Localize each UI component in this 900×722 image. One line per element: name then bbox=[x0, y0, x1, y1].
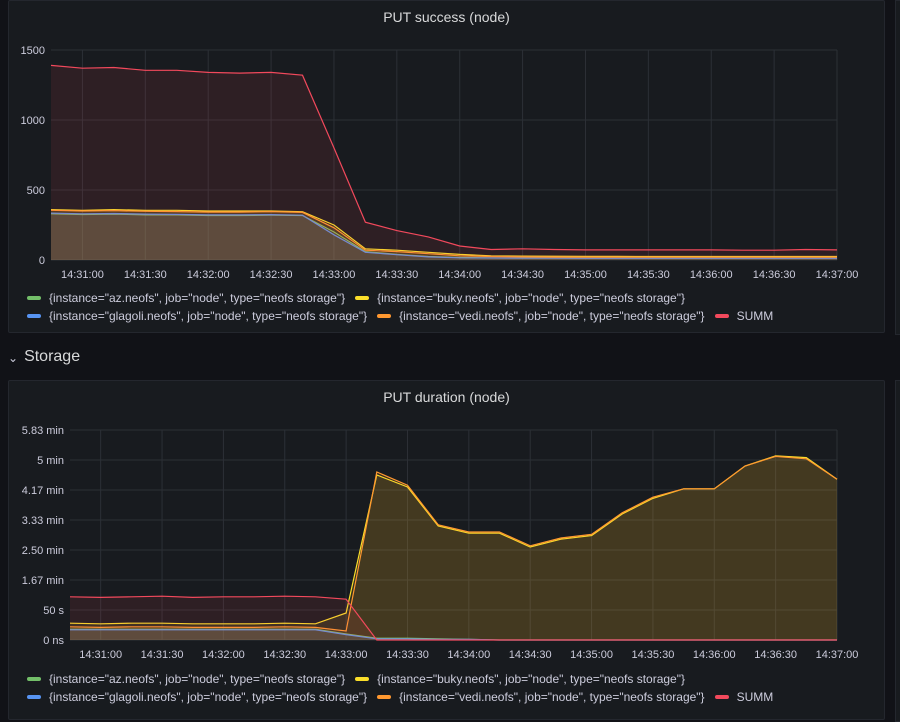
legend-label: {instance="vedi.neofs", job="node", type… bbox=[399, 690, 705, 704]
legend-item-vedi[interactable]: {instance="vedi.neofs", job="node", type… bbox=[377, 690, 705, 704]
y-tick-label: 3.33 min bbox=[22, 515, 64, 527]
legend-swatch bbox=[27, 695, 41, 699]
y-tick-label: 50 s bbox=[43, 605, 64, 617]
legend-label: {instance="buky.neofs", job="node", type… bbox=[377, 291, 685, 305]
row-title: Storage bbox=[24, 348, 81, 365]
series-area-1 bbox=[70, 455, 837, 640]
legend: {instance="az.neofs", job="node", type="… bbox=[27, 670, 783, 706]
x-tick-label: 14:35:00 bbox=[570, 649, 613, 661]
y-tick-label: 0 ns bbox=[43, 635, 64, 647]
x-tick-label: 14:31:00 bbox=[61, 269, 104, 281]
x-tick-label: 14:34:30 bbox=[501, 269, 544, 281]
legend-swatch bbox=[27, 677, 41, 681]
series-area-0 bbox=[70, 629, 837, 640]
legend-item-glagoli[interactable]: {instance="glagoli.neofs", job="node", t… bbox=[27, 309, 367, 323]
series-area-3 bbox=[51, 210, 837, 260]
legend-swatch bbox=[377, 695, 392, 699]
legend-item-buky[interactable]: {instance="buky.neofs", job="node", type… bbox=[355, 672, 685, 686]
x-tick-label: 14:37:00 bbox=[816, 649, 859, 661]
series-line-3 bbox=[50, 209, 837, 258]
series-area-2 bbox=[51, 213, 837, 260]
panel-edge bbox=[895, 0, 900, 335]
x-tick-label: 14:33:30 bbox=[386, 649, 429, 661]
x-tick-label: 14:34:00 bbox=[438, 269, 481, 281]
x-tick-label: 14:35:00 bbox=[564, 269, 607, 281]
x-tick-label: 14:36:30 bbox=[753, 269, 796, 281]
x-tick-label: 14:31:30 bbox=[124, 269, 167, 281]
series-line-4 bbox=[69, 595, 837, 641]
legend-item-summ[interactable]: SUMM bbox=[714, 309, 774, 323]
legend-item-vedi[interactable]: {instance="vedi.neofs", job="node", type… bbox=[377, 309, 705, 323]
series-area-0 bbox=[51, 213, 837, 260]
series-area-3 bbox=[70, 456, 837, 640]
put-duration-chart[interactable]: 0 ns 50 s 1.67 min 2.50 min 3.33 min 4.17 min… bbox=[9, 416, 886, 701]
panel-title[interactable]: PUT duration (node) bbox=[383, 389, 510, 405]
legend-swatch bbox=[714, 314, 729, 318]
x-tick-label: 14:33:00 bbox=[313, 269, 356, 281]
legend-swatch bbox=[27, 314, 41, 318]
x-tick-label: 14:32:00 bbox=[187, 269, 230, 281]
legend-swatch bbox=[355, 296, 370, 300]
y-tick-label: 1500 bbox=[21, 45, 45, 57]
series-line-3 bbox=[69, 455, 838, 632]
series-line-1 bbox=[50, 208, 837, 258]
legend-label: SUMM bbox=[736, 690, 774, 704]
legend-label: {instance="glagoli.neofs", job="node", t… bbox=[49, 690, 368, 704]
y-tick-label: 1000 bbox=[21, 115, 45, 127]
x-tick-label: 14:33:00 bbox=[325, 649, 368, 661]
legend-label: SUMM bbox=[736, 309, 774, 323]
x-tick-label: 14:32:00 bbox=[202, 649, 245, 661]
legend-item-summ[interactable]: SUMM bbox=[714, 690, 774, 704]
legend-label: {instance="az.neofs", job="node", type="… bbox=[49, 672, 346, 686]
series-area-4 bbox=[70, 596, 837, 640]
legend-swatch bbox=[377, 314, 392, 318]
legend-item-glagoli[interactable]: {instance="glagoli.neofs", job="node", t… bbox=[27, 690, 367, 704]
put-duration-panel: PUT duration (node) 0 ns 50 s 1.67 min 2.50… bbox=[8, 380, 885, 720]
x-tick-label: 14:34:30 bbox=[509, 649, 552, 661]
put-success-panel: PUT success (node) 0 500 1000 1500 14:31:00 1… bbox=[8, 0, 885, 333]
legend: {instance="az.neofs", job="node", type="… bbox=[27, 289, 783, 325]
legend-swatch bbox=[27, 296, 41, 300]
y-tick-label: 2.50 min bbox=[22, 545, 64, 557]
y-tick-label: 5 min bbox=[37, 455, 64, 467]
x-tick-label: 14:31:30 bbox=[141, 649, 184, 661]
panel-edge bbox=[895, 380, 900, 722]
legend-item-az[interactable]: {instance="az.neofs", job="node", type="… bbox=[27, 291, 345, 305]
legend-swatch bbox=[714, 695, 729, 699]
x-tick-label: 14:33:30 bbox=[375, 269, 418, 281]
y-tick-label: 5.83 min bbox=[22, 425, 64, 437]
legend-label: {instance="vedi.neofs", job="node", type… bbox=[399, 309, 705, 323]
legend-label: {instance="glagoli.neofs", job="node", t… bbox=[49, 309, 368, 323]
y-tick-label: 0 bbox=[39, 255, 45, 267]
x-tick-label: 14:37:00 bbox=[816, 269, 859, 281]
legend-label: {instance="buky.neofs", job="node", type… bbox=[377, 672, 685, 686]
x-tick-label: 14:34:00 bbox=[447, 649, 490, 661]
legend-item-buky[interactable]: {instance="buky.neofs", job="node", type… bbox=[355, 291, 685, 305]
put-success-chart[interactable]: 0 500 1000 1500 14:31:00 14:31:30 14:32:00 14:3… bbox=[9, 36, 886, 316]
panel-title[interactable]: PUT success (node) bbox=[383, 9, 510, 25]
legend-label: {instance="az.neofs", job="node", type="… bbox=[49, 291, 346, 305]
series-area-4 bbox=[51, 65, 837, 261]
x-tick-label: 14:36:30 bbox=[754, 649, 797, 661]
x-tick-label: 14:32:30 bbox=[250, 269, 293, 281]
legend-swatch bbox=[355, 677, 370, 681]
y-tick-label: 4.17 min bbox=[22, 485, 64, 497]
y-tick-label: 500 bbox=[27, 185, 45, 197]
x-tick-label: 14:35:30 bbox=[627, 269, 670, 281]
x-tick-label: 14:35:30 bbox=[632, 649, 675, 661]
series-line-4 bbox=[50, 64, 838, 251]
chevron-down-icon: ⌄ bbox=[8, 350, 19, 365]
x-tick-label: 14:31:00 bbox=[79, 649, 122, 661]
series-line-2 bbox=[50, 212, 837, 259]
series-area-2 bbox=[70, 629, 837, 640]
row-header-storage[interactable]: ⌄ Storage bbox=[8, 346, 80, 368]
x-tick-label: 14:32:30 bbox=[263, 649, 306, 661]
series-area-1 bbox=[51, 209, 837, 260]
x-tick-label: 14:36:00 bbox=[690, 269, 733, 281]
x-tick-label: 14:36:00 bbox=[693, 649, 736, 661]
y-tick-label: 1.67 min bbox=[22, 575, 64, 587]
legend-item-az[interactable]: {instance="az.neofs", job="node", type="… bbox=[27, 672, 345, 686]
